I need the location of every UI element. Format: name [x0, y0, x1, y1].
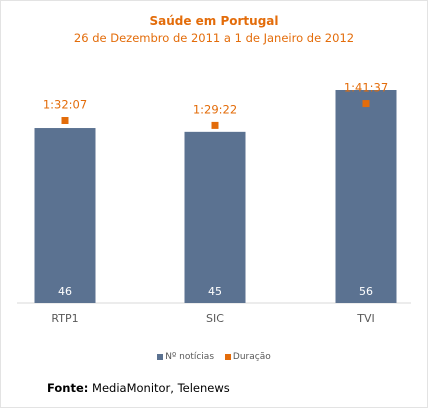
legend: Nº notícias Duração [0, 352, 428, 362]
legend-label-noticias: Nº notícias [165, 352, 215, 362]
bar-value-label-rtp1: 46 [58, 285, 72, 298]
chart-subtitle: 26 de Dezembro de 2011 a 1 de Janeiro de… [73, 31, 355, 45]
legend-swatch-noticias [157, 353, 164, 360]
duration-label-tvi: 1:41:37 [344, 81, 388, 95]
legend-item-noticias: Nº notícias [157, 352, 214, 362]
duration-marker-tvi [362, 100, 370, 108]
chart-title: Saúde em Portugal [149, 14, 279, 28]
bar-value-label-tvi: 56 [359, 285, 373, 298]
source-text: MediaMonitor, Telenews [88, 381, 230, 395]
bar-rtp1 [34, 128, 96, 303]
source-label: Fonte: [47, 381, 89, 395]
duration-label-rtp1: 1:32:07 [43, 98, 87, 112]
x-tick-label-sic: SIC [206, 312, 224, 325]
bar-sic [184, 131, 246, 303]
x-tick-label-rtp1: RTP1 [51, 312, 78, 325]
legend-item-duracao: Duração [224, 352, 271, 362]
duration-label-sic: 1:29:22 [193, 102, 237, 116]
bar-value-label-sic: 45 [208, 285, 222, 298]
duration-marker-rtp1 [61, 117, 69, 124]
legend-swatch-duracao [224, 353, 231, 360]
source-note: Fonte: MediaMonitor, Telenews [47, 381, 230, 395]
x-tick-label-tvi: TVI [356, 312, 375, 325]
legend-label-duracao: Duração [232, 352, 271, 362]
duration-marker-sic [211, 121, 219, 129]
bar-tvi [335, 90, 397, 303]
